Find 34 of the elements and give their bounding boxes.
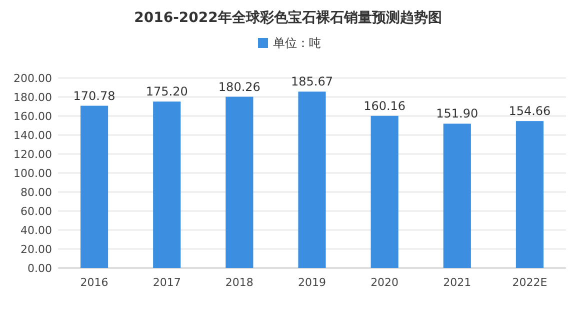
x-tick-label: 2018: [225, 276, 254, 289]
y-tick-label: 160.00: [14, 110, 52, 123]
text: 154.66: [508, 104, 551, 118]
text: 175.20: [146, 84, 188, 99]
y-tick-label: 140.00: [14, 129, 52, 142]
y-tick-label: 20.00: [20, 243, 52, 256]
x-tick-label: 2022E: [512, 276, 548, 289]
bar: [516, 121, 544, 268]
bar: [226, 96, 254, 268]
bar: [80, 106, 108, 268]
bar: [370, 116, 398, 268]
text: 185.67: [291, 74, 333, 89]
y-tick-label: 180.00: [14, 91, 52, 104]
legend-label: 单位：吨: [273, 36, 321, 50]
text: 151.90: [436, 106, 478, 121]
y-tick-label: 60.00: [20, 205, 52, 218]
text: 180.26: [218, 80, 260, 94]
x-tick-label: 2021: [443, 276, 472, 289]
bar: [298, 92, 326, 268]
x-tick-label: 2020: [370, 276, 399, 289]
y-tick-label: 100.00: [14, 167, 52, 180]
x-tick-label: 2017: [152, 276, 181, 289]
text: 160.16: [364, 98, 406, 113]
x-tick-label: 2016: [80, 276, 108, 289]
y-tick-label: 120.00: [14, 148, 52, 161]
bar: [153, 102, 181, 268]
y-tick-label: 200.00: [14, 72, 52, 85]
chart-title: 2016-2022年全球彩色宝石裸石销量预测趋势图: [134, 9, 442, 26]
bar: [443, 124, 471, 268]
text: 170.78: [73, 88, 116, 103]
y-tick-label: 0.00: [28, 262, 52, 275]
x-tick-label: 2019: [298, 276, 326, 289]
y-tick-label: 40.00: [20, 224, 52, 237]
y-tick-label: 80.00: [20, 186, 52, 199]
